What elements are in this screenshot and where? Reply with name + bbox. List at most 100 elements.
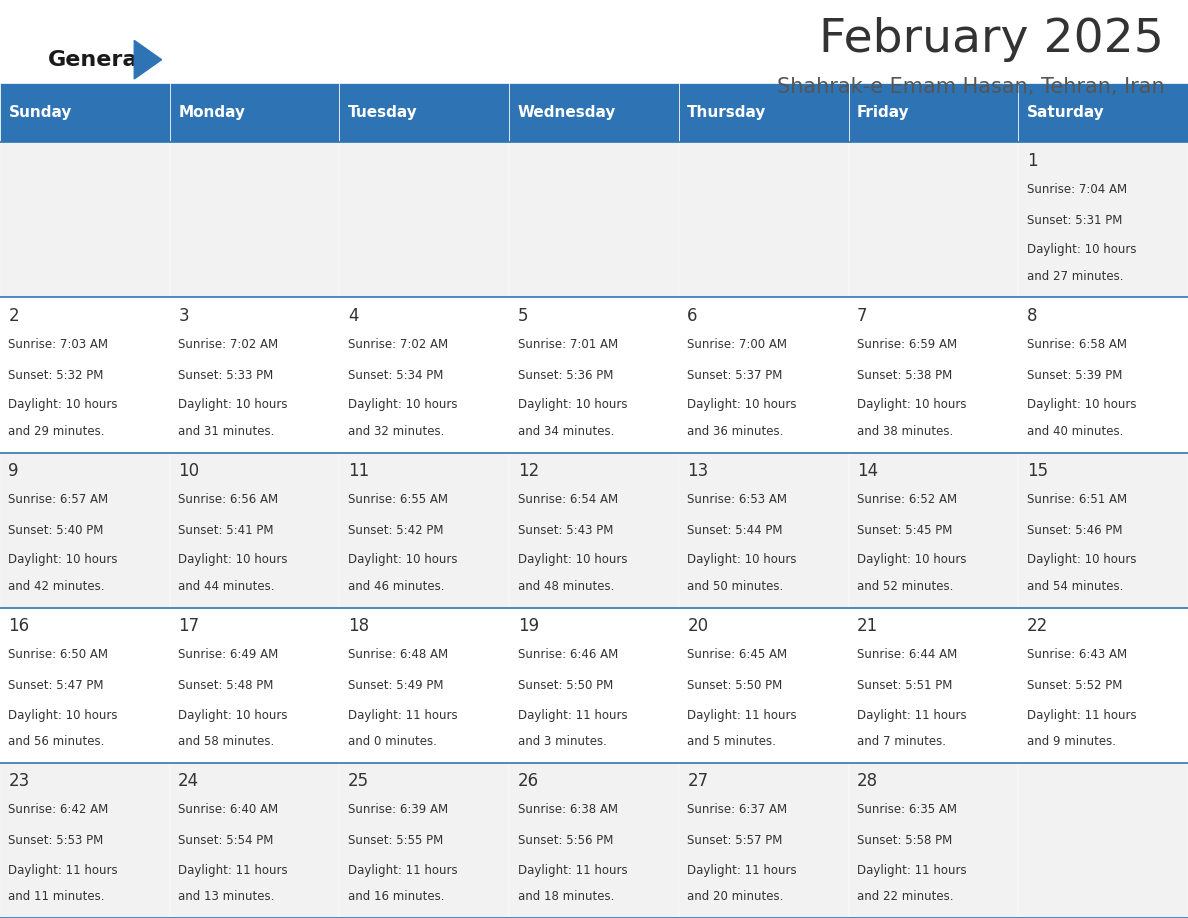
Bar — [848, 142, 1018, 297]
Text: 5: 5 — [518, 307, 529, 325]
Text: Daylight: 10 hours: Daylight: 10 hours — [1026, 554, 1136, 566]
Text: 26: 26 — [518, 772, 538, 790]
Bar — [1018, 142, 1188, 297]
Bar — [510, 297, 678, 453]
Text: Daylight: 10 hours: Daylight: 10 hours — [688, 554, 797, 566]
Text: and 52 minutes.: and 52 minutes. — [857, 580, 954, 593]
Text: and 29 minutes.: and 29 minutes. — [8, 425, 105, 438]
Text: Sunrise: 7:02 AM: Sunrise: 7:02 AM — [178, 338, 278, 351]
Text: Daylight: 10 hours: Daylight: 10 hours — [348, 398, 457, 411]
Text: and 18 minutes.: and 18 minutes. — [518, 890, 614, 903]
Text: Sunrise: 6:39 AM: Sunrise: 6:39 AM — [348, 803, 448, 816]
Text: Sunset: 5:55 PM: Sunset: 5:55 PM — [348, 834, 443, 847]
Bar — [340, 763, 510, 918]
Bar — [510, 608, 678, 763]
Bar — [510, 142, 678, 297]
Bar — [0, 453, 170, 608]
Text: 10: 10 — [178, 462, 200, 480]
Text: and 22 minutes.: and 22 minutes. — [857, 890, 954, 903]
Text: 8: 8 — [1026, 307, 1037, 325]
Bar — [0, 608, 170, 763]
Text: Sunset: 5:31 PM: Sunset: 5:31 PM — [1026, 214, 1123, 227]
Text: and 48 minutes.: and 48 minutes. — [518, 580, 614, 593]
Text: 4: 4 — [348, 307, 359, 325]
Text: and 31 minutes.: and 31 minutes. — [178, 425, 274, 438]
Text: Daylight: 11 hours: Daylight: 11 hours — [8, 864, 118, 877]
Text: Sunset: 5:42 PM: Sunset: 5:42 PM — [348, 524, 443, 537]
Text: Daylight: 10 hours: Daylight: 10 hours — [1026, 243, 1136, 256]
Text: 7: 7 — [857, 307, 867, 325]
Bar — [170, 142, 340, 297]
Bar — [510, 83, 678, 142]
Text: and 16 minutes.: and 16 minutes. — [348, 890, 444, 903]
Text: and 36 minutes.: and 36 minutes. — [688, 425, 784, 438]
Text: and 54 minutes.: and 54 minutes. — [1026, 580, 1123, 593]
Bar — [1018, 453, 1188, 608]
Text: 28: 28 — [857, 772, 878, 790]
Text: Daylight: 10 hours: Daylight: 10 hours — [688, 398, 797, 411]
Text: and 58 minutes.: and 58 minutes. — [178, 735, 274, 748]
Text: Sunrise: 7:03 AM: Sunrise: 7:03 AM — [8, 338, 108, 351]
Text: Sunrise: 6:54 AM: Sunrise: 6:54 AM — [518, 493, 618, 506]
Text: Sunset: 5:39 PM: Sunset: 5:39 PM — [1026, 369, 1123, 382]
Text: 11: 11 — [348, 462, 369, 480]
Bar — [0, 83, 170, 142]
Bar — [848, 297, 1018, 453]
Bar — [848, 83, 1018, 142]
Text: and 46 minutes.: and 46 minutes. — [348, 580, 444, 593]
Text: Blue: Blue — [90, 86, 146, 106]
Text: Sunset: 5:56 PM: Sunset: 5:56 PM — [518, 834, 613, 847]
Text: Sunrise: 7:02 AM: Sunrise: 7:02 AM — [348, 338, 448, 351]
Text: Sunrise: 6:50 AM: Sunrise: 6:50 AM — [8, 648, 108, 661]
Text: 16: 16 — [8, 617, 30, 635]
Text: Sunset: 5:46 PM: Sunset: 5:46 PM — [1026, 524, 1123, 537]
Bar — [340, 83, 510, 142]
Bar — [1018, 297, 1188, 453]
Text: Daylight: 11 hours: Daylight: 11 hours — [1026, 709, 1137, 722]
Text: 13: 13 — [688, 462, 708, 480]
Text: Thursday: Thursday — [688, 105, 766, 120]
Text: Shahrak-e Emam Hasan, Tehran, Iran: Shahrak-e Emam Hasan, Tehran, Iran — [777, 77, 1164, 97]
Bar — [678, 763, 848, 918]
Bar — [340, 297, 510, 453]
Text: Sunset: 5:37 PM: Sunset: 5:37 PM — [688, 369, 783, 382]
Bar — [170, 608, 340, 763]
Bar — [678, 142, 848, 297]
Text: Sunrise: 6:51 AM: Sunrise: 6:51 AM — [1026, 493, 1127, 506]
Text: Sunrise: 6:57 AM: Sunrise: 6:57 AM — [8, 493, 108, 506]
Text: and 11 minutes.: and 11 minutes. — [8, 890, 105, 903]
Text: Sunset: 5:33 PM: Sunset: 5:33 PM — [178, 369, 273, 382]
Text: and 42 minutes.: and 42 minutes. — [8, 580, 105, 593]
Text: Sunset: 5:54 PM: Sunset: 5:54 PM — [178, 834, 273, 847]
Text: Sunset: 5:36 PM: Sunset: 5:36 PM — [518, 369, 613, 382]
Text: 25: 25 — [348, 772, 369, 790]
Text: Sunset: 5:57 PM: Sunset: 5:57 PM — [688, 834, 783, 847]
Text: 22: 22 — [1026, 617, 1048, 635]
Bar — [510, 763, 678, 918]
Bar — [848, 608, 1018, 763]
Text: Sunset: 5:58 PM: Sunset: 5:58 PM — [857, 834, 953, 847]
Text: and 0 minutes.: and 0 minutes. — [348, 735, 437, 748]
Text: 19: 19 — [518, 617, 538, 635]
Text: Sunrise: 6:42 AM: Sunrise: 6:42 AM — [8, 803, 109, 816]
Text: Daylight: 11 hours: Daylight: 11 hours — [688, 864, 797, 877]
Text: Sunset: 5:41 PM: Sunset: 5:41 PM — [178, 524, 273, 537]
Bar — [0, 142, 170, 297]
Text: February 2025: February 2025 — [820, 17, 1164, 62]
Text: Sunrise: 6:40 AM: Sunrise: 6:40 AM — [178, 803, 278, 816]
Text: and 7 minutes.: and 7 minutes. — [857, 735, 946, 748]
Text: and 27 minutes.: and 27 minutes. — [1026, 270, 1124, 283]
Bar — [678, 453, 848, 608]
Text: 18: 18 — [348, 617, 369, 635]
Text: Sunset: 5:49 PM: Sunset: 5:49 PM — [348, 679, 443, 692]
Text: Sunrise: 6:38 AM: Sunrise: 6:38 AM — [518, 803, 618, 816]
Text: Daylight: 11 hours: Daylight: 11 hours — [857, 864, 967, 877]
Bar — [0, 297, 170, 453]
Text: Sunrise: 7:00 AM: Sunrise: 7:00 AM — [688, 338, 788, 351]
Bar — [1018, 763, 1188, 918]
Text: Daylight: 10 hours: Daylight: 10 hours — [8, 554, 118, 566]
Text: 21: 21 — [857, 617, 878, 635]
Bar — [678, 297, 848, 453]
Text: Sunset: 5:50 PM: Sunset: 5:50 PM — [518, 679, 613, 692]
Bar — [848, 763, 1018, 918]
